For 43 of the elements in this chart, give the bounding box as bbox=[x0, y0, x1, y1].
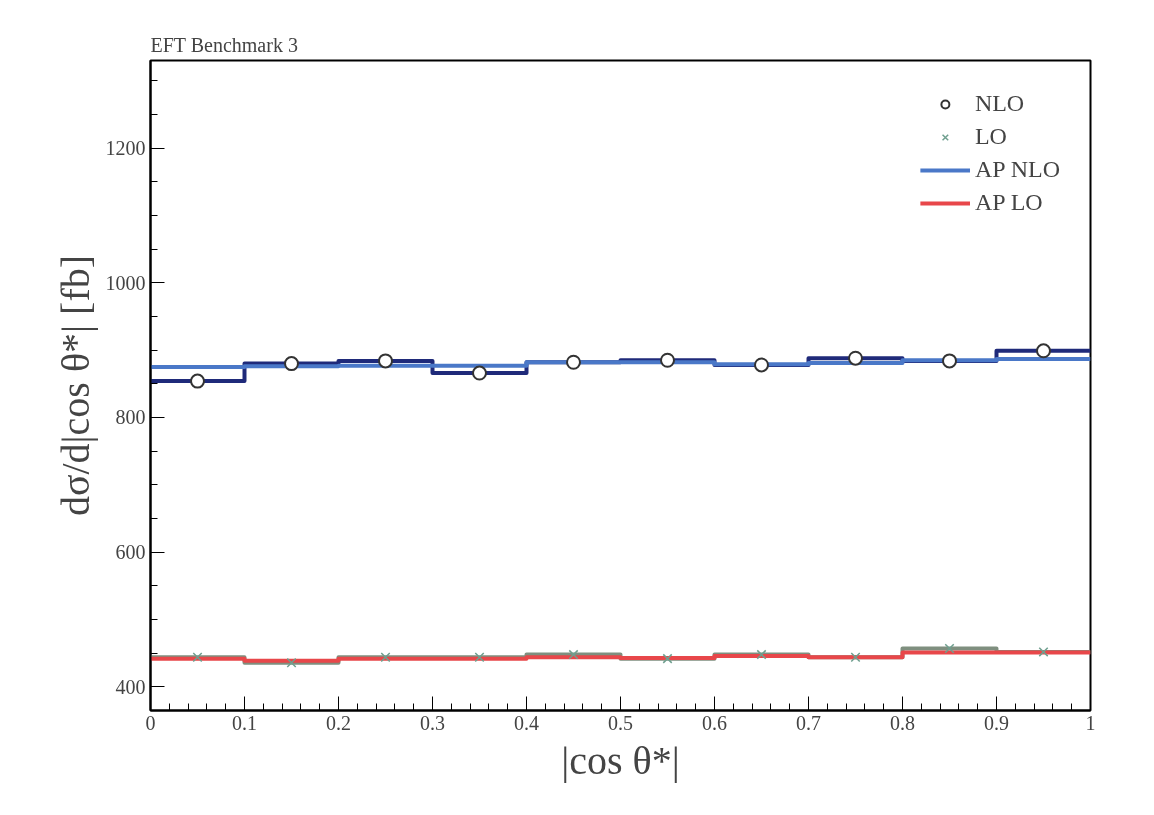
x-tick-label: 0.5 bbox=[608, 711, 633, 734]
x-tick-label: 0.2 bbox=[326, 711, 351, 734]
point bbox=[850, 652, 861, 663]
x-tick-label: 0.8 bbox=[890, 711, 915, 734]
y-tick-label: 400 bbox=[115, 675, 146, 698]
chart-title: EFT Benchmark 3 bbox=[150, 33, 298, 56]
point bbox=[848, 350, 863, 366]
y-tick-label: 1200 bbox=[105, 137, 146, 160]
x-axis-title: |cos θ*| bbox=[561, 737, 680, 783]
y-tick-label: 1000 bbox=[105, 271, 146, 294]
y-tick-label: 600 bbox=[115, 541, 146, 564]
legend-label: NLO bbox=[974, 90, 1025, 117]
y-axis-title: dσ/d|cos θ*| [fb] bbox=[52, 254, 98, 517]
point bbox=[380, 652, 391, 663]
x-tick-label: 0.9 bbox=[984, 711, 1009, 734]
point bbox=[472, 365, 487, 381]
point bbox=[284, 356, 299, 372]
x-tick-label: 1 bbox=[1085, 711, 1096, 734]
point bbox=[662, 653, 673, 664]
legend-label: AP NLO bbox=[974, 156, 1060, 183]
point bbox=[286, 657, 297, 668]
x-tick-label: 0.6 bbox=[702, 711, 727, 734]
point bbox=[660, 352, 675, 368]
point bbox=[192, 652, 203, 663]
x-tick-label: 0 bbox=[145, 711, 156, 734]
x-tick-label: 0.3 bbox=[420, 711, 445, 734]
point bbox=[1038, 646, 1049, 657]
x-tick-label: 0.1 bbox=[232, 711, 257, 734]
x-tick-label: 0.7 bbox=[796, 711, 821, 734]
point bbox=[568, 649, 579, 660]
legend-label: AP LO bbox=[974, 189, 1043, 216]
point bbox=[944, 643, 955, 654]
point bbox=[378, 353, 393, 369]
point bbox=[474, 652, 485, 663]
point bbox=[566, 354, 581, 370]
point bbox=[190, 373, 205, 389]
point bbox=[942, 353, 957, 369]
point bbox=[756, 649, 767, 660]
point bbox=[754, 357, 769, 373]
legend-label: LO bbox=[974, 123, 1007, 150]
x-tick-label: 0.4 bbox=[514, 711, 539, 734]
y-tick-label: 800 bbox=[115, 406, 146, 429]
point bbox=[1036, 343, 1051, 359]
